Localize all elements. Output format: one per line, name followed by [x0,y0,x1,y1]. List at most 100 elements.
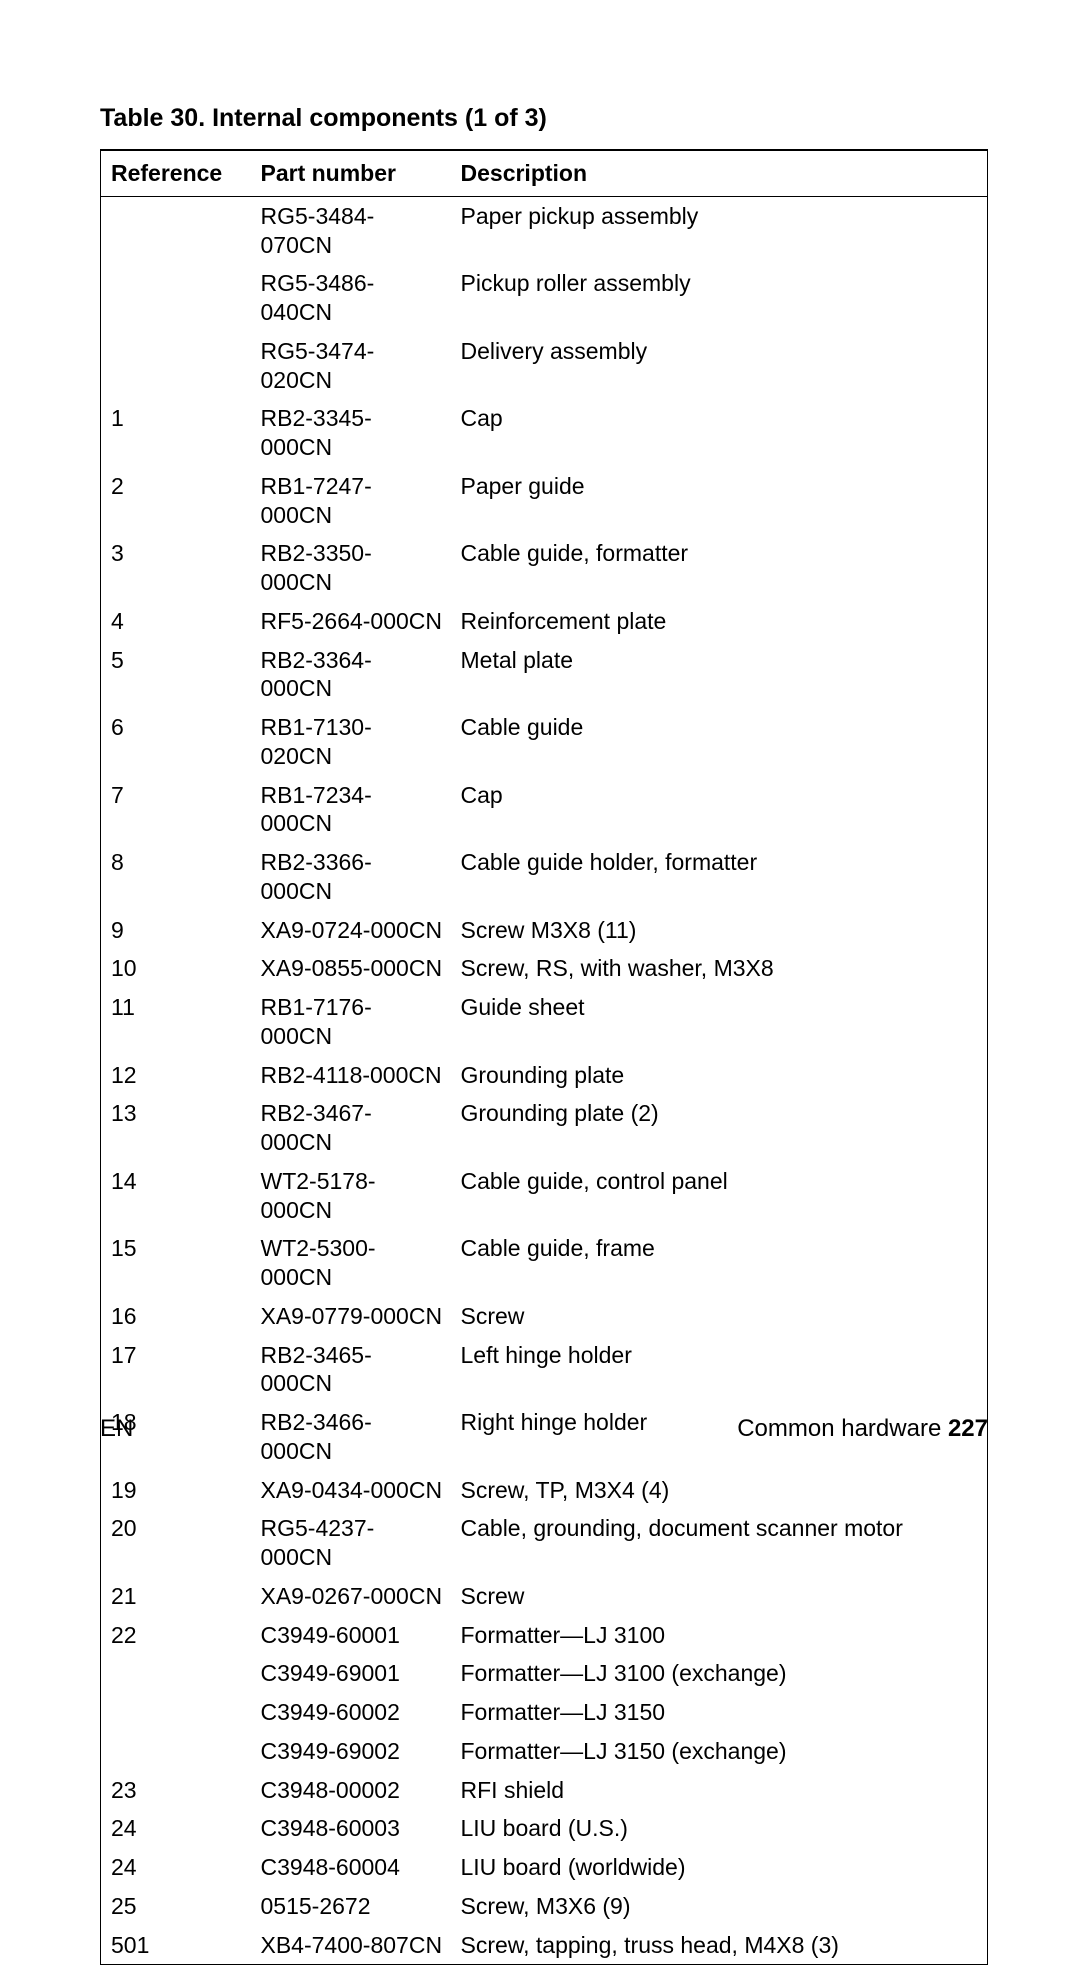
cell-reference: 24 [101,1848,251,1887]
cell-description: Screw, M3X6 (9) [451,1887,988,1926]
cell-reference: 4 [101,602,251,641]
cell-description: Pickup roller assembly [451,264,988,332]
table-row: 24C3948-60003LIU board (U.S.) [101,1809,988,1848]
cell-part-number: RB2-3465-000CN [251,1336,451,1404]
cell-reference [101,1693,251,1732]
cell-description: Metal plate [451,641,988,709]
footer-page-number: 227 [948,1415,988,1442]
table-row: 4RF5-2664-000CNReinforcement plate [101,602,988,641]
cell-part-number: XA9-0779-000CN [251,1297,451,1336]
col-part-number: Part number [251,150,451,196]
table-row: RG5-3484-070CNPaper pickup assembly [101,196,988,264]
page-footer: EN Common hardware 227 [100,1415,988,1443]
table-row: 7RB1-7234-000CNCap [101,776,988,844]
cell-description: Cap [451,776,988,844]
cell-reference: 12 [101,1056,251,1095]
cell-reference: 19 [101,1471,251,1510]
cell-part-number: C3948-60003 [251,1809,451,1848]
cell-reference: 22 [101,1616,251,1655]
cell-part-number: XA9-0267-000CN [251,1577,451,1616]
table-row: 16XA9-0779-000CNScrew [101,1297,988,1336]
parts-table: Reference Part number Description RG5-34… [100,149,988,1965]
cell-reference: 16 [101,1297,251,1336]
cell-reference: 501 [101,1926,251,1965]
cell-part-number: C3948-00002 [251,1771,451,1810]
cell-part-number: WT2-5178-000CN [251,1162,451,1230]
cell-description: Screw, TP, M3X4 (4) [451,1471,988,1510]
cell-reference: 2 [101,467,251,535]
table-row: 15WT2-5300-000CNCable guide, frame [101,1229,988,1297]
table-title: Table 30. Internal components (1 of 3) [100,104,988,133]
cell-part-number: C3949-60002 [251,1693,451,1732]
table-row: 22C3949-60001Formatter—LJ 3100 [101,1616,988,1655]
table-row: 17RB2-3465-000CNLeft hinge holder [101,1336,988,1404]
table-row: 21XA9-0267-000CNScrew [101,1577,988,1616]
cell-description: Cable guide [451,708,988,776]
table-row: 9XA9-0724-000CNScrew M3X8 (11) [101,911,988,950]
cell-part-number: XA9-0855-000CN [251,949,451,988]
cell-part-number: RB1-7234-000CN [251,776,451,844]
cell-reference [101,264,251,332]
table-row: 1RB2-3345-000CNCap [101,399,988,467]
cell-part-number: RG5-4237-000CN [251,1509,451,1577]
table-row: 3RB2-3350-000CNCable guide, formatter [101,534,988,602]
cell-reference [101,1654,251,1693]
table-header-row: Reference Part number Description [101,150,988,196]
cell-part-number: RB2-3467-000CN [251,1094,451,1162]
cell-reference: 25 [101,1887,251,1926]
cell-part-number: RB1-7176-000CN [251,988,451,1056]
table-row: RG5-3474-020CNDelivery assembly [101,332,988,400]
cell-description: Grounding plate (2) [451,1094,988,1162]
cell-description: Paper guide [451,467,988,535]
cell-description: LIU board (U.S.) [451,1809,988,1848]
cell-reference [101,196,251,264]
cell-description: Formatter—LJ 3150 [451,1693,988,1732]
cell-reference: 10 [101,949,251,988]
cell-reference [101,1732,251,1771]
cell-part-number: C3949-60001 [251,1616,451,1655]
table-row: 11RB1-7176-000CNGuide sheet [101,988,988,1056]
cell-part-number: RB2-3345-000CN [251,399,451,467]
table-row: 23C3948-00002RFI shield [101,1771,988,1810]
cell-part-number: RG5-3484-070CN [251,196,451,264]
cell-part-number: RG5-3486-040CN [251,264,451,332]
cell-part-number: RB2-3364-000CN [251,641,451,709]
cell-description: Cable guide, frame [451,1229,988,1297]
cell-part-number: RB2-4118-000CN [251,1056,451,1095]
table-body: RG5-3484-070CNPaper pickup assemblyRG5-3… [101,196,988,1965]
cell-reference: 21 [101,1577,251,1616]
cell-reference: 23 [101,1771,251,1810]
page: Table 30. Internal components (1 of 3) R… [0,0,1080,1495]
cell-description: Cable guide, control panel [451,1162,988,1230]
cell-reference: 1 [101,399,251,467]
table-row: 2RB1-7247-000CNPaper guide [101,467,988,535]
cell-part-number: RG5-3474-020CN [251,332,451,400]
cell-reference: 9 [101,911,251,950]
table-row: 6RB1-7130-020CNCable guide [101,708,988,776]
cell-part-number: XA9-0724-000CN [251,911,451,950]
cell-description: Cable guide, formatter [451,534,988,602]
cell-description: Screw, tapping, truss head, M4X8 (3) [451,1926,988,1965]
table-row: 14WT2-5178-000CNCable guide, control pan… [101,1162,988,1230]
cell-description: Guide sheet [451,988,988,1056]
cell-description: Screw M3X8 (11) [451,911,988,950]
cell-description: Screw, RS, with washer, M3X8 [451,949,988,988]
cell-description: Paper pickup assembly [451,196,988,264]
table-row: 19XA9-0434-000CNScrew, TP, M3X4 (4) [101,1471,988,1510]
table-row: 8RB2-3366-000CNCable guide holder, forma… [101,843,988,911]
cell-reference: 6 [101,708,251,776]
cell-reference: 13 [101,1094,251,1162]
col-description: Description [451,150,988,196]
cell-description: Formatter—LJ 3100 (exchange) [451,1654,988,1693]
cell-reference [101,332,251,400]
table-row: 501XB4-7400-807CNScrew, tapping, truss h… [101,1926,988,1965]
col-reference: Reference [101,150,251,196]
cell-description: Formatter—LJ 3100 [451,1616,988,1655]
table-row: 10XA9-0855-000CNScrew, RS, with washer, … [101,949,988,988]
cell-part-number: RB2-3350-000CN [251,534,451,602]
footer-section: Common hardware [737,1415,948,1442]
table-row: C3949-60002Formatter—LJ 3150 [101,1693,988,1732]
table-row: 13RB2-3467-000CNGrounding plate (2) [101,1094,988,1162]
cell-part-number: 0515-2672 [251,1887,451,1926]
cell-part-number: WT2-5300-000CN [251,1229,451,1297]
